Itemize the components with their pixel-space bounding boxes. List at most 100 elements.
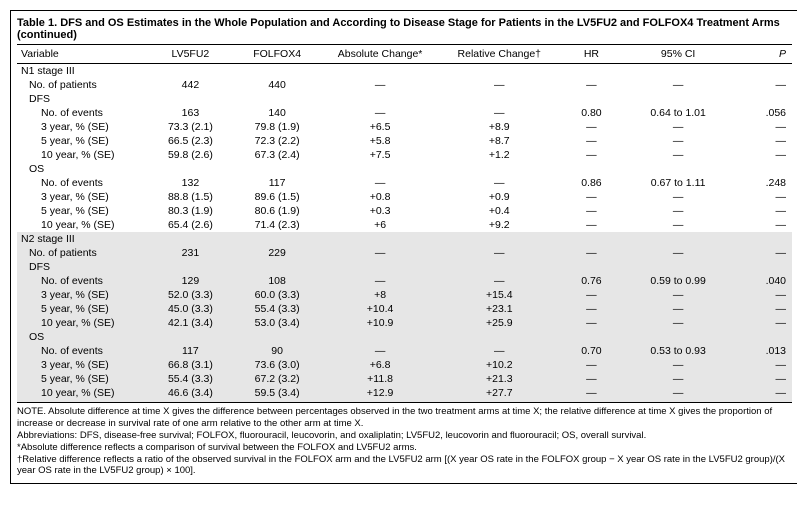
footnote-line: *Absolute difference reflects a comparis… xyxy=(17,442,792,454)
lv-cell: 42.1 (3.4) xyxy=(147,316,234,330)
events-row: No. of events163140——0.800.64 to 1.01.05… xyxy=(17,106,792,120)
ci-cell: — xyxy=(624,288,732,302)
rel-cell: +8.9 xyxy=(440,120,559,134)
empty-cell xyxy=(234,64,321,79)
empty-cell xyxy=(624,64,732,79)
empty-cell xyxy=(320,232,439,246)
empty-cell xyxy=(440,92,559,106)
block-label: OS xyxy=(17,162,147,176)
year-label: 5 year, % (SE) xyxy=(17,134,147,148)
rel-cell: +27.7 xyxy=(440,386,559,403)
year-row: 5 year, % (SE)66.5 (2.3)72.3 (2.2)+5.8+8… xyxy=(17,134,792,148)
ci-cell: — xyxy=(624,246,732,260)
abs-cell: +12.9 xyxy=(320,386,439,403)
rel-cell: +21.3 xyxy=(440,372,559,386)
hr-cell: — xyxy=(559,288,624,302)
abs-cell: +11.8 xyxy=(320,372,439,386)
patients-fol: 440 xyxy=(234,78,321,92)
col-folfox4: FOLFOX4 xyxy=(234,45,321,64)
fol-cell: 80.6 (1.9) xyxy=(234,204,321,218)
rel-cell: +9.2 xyxy=(440,218,559,232)
lv-cell: 52.0 (3.3) xyxy=(147,288,234,302)
empty-cell xyxy=(234,260,321,274)
hr-cell: — xyxy=(559,218,624,232)
header-row: Variable LV5FU2 FOLFOX4 Absolute Change*… xyxy=(17,45,792,64)
events-fol: 90 xyxy=(234,344,321,358)
block-label-row: DFS xyxy=(17,92,792,106)
table-container: Table 1. DFS and OS Estimates in the Who… xyxy=(10,10,797,484)
year-label: 3 year, % (SE) xyxy=(17,358,147,372)
hr-cell: — xyxy=(559,120,624,134)
rel-cell: +0.9 xyxy=(440,190,559,204)
abs-cell: — xyxy=(320,274,439,288)
hr-cell: — xyxy=(559,148,624,162)
block-label: DFS xyxy=(17,260,147,274)
fol-cell: 67.2 (3.2) xyxy=(234,372,321,386)
col-hr: HR xyxy=(559,45,624,64)
ci-cell: — xyxy=(624,302,732,316)
data-table: Variable LV5FU2 FOLFOX4 Absolute Change*… xyxy=(17,45,792,403)
empty-cell xyxy=(440,260,559,274)
events-label: No. of events xyxy=(17,176,147,190)
p-cell: .056 xyxy=(732,106,792,120)
hr-cell: — xyxy=(559,372,624,386)
empty-cell xyxy=(559,162,624,176)
empty-cell xyxy=(147,92,234,106)
events-fol: 140 xyxy=(234,106,321,120)
ci-cell: — xyxy=(624,204,732,218)
empty-cell xyxy=(147,162,234,176)
events-lv: 132 xyxy=(147,176,234,190)
year-row: 10 year, % (SE)46.6 (3.4)59.5 (3.4)+12.9… xyxy=(17,386,792,403)
empty-cell xyxy=(732,232,792,246)
hr-cell: 0.86 xyxy=(559,176,624,190)
hr-cell: — xyxy=(559,204,624,218)
fol-cell: 59.5 (3.4) xyxy=(234,386,321,403)
hr-cell: — xyxy=(559,302,624,316)
hr-cell: — xyxy=(559,246,624,260)
empty-cell xyxy=(147,260,234,274)
block-label-row: DFS xyxy=(17,260,792,274)
rel-cell: +0.4 xyxy=(440,204,559,218)
year-row: 3 year, % (SE)88.8 (1.5)89.6 (1.5)+0.8+0… xyxy=(17,190,792,204)
patients-fol: 229 xyxy=(234,246,321,260)
year-label: 3 year, % (SE) xyxy=(17,288,147,302)
empty-cell xyxy=(440,232,559,246)
fol-cell: 72.3 (2.2) xyxy=(234,134,321,148)
fol-cell: 73.6 (3.0) xyxy=(234,358,321,372)
section-n2: N2 stage IIINo. of patients231229—————DF… xyxy=(17,232,792,403)
hr-cell: — xyxy=(559,190,624,204)
rel-cell: +8.7 xyxy=(440,134,559,148)
year-label: 3 year, % (SE) xyxy=(17,190,147,204)
lv-cell: 80.3 (1.9) xyxy=(147,204,234,218)
empty-cell xyxy=(440,330,559,344)
empty-cell xyxy=(732,330,792,344)
empty-cell xyxy=(234,92,321,106)
patients-lv: 442 xyxy=(147,78,234,92)
year-row: 10 year, % (SE)65.4 (2.6)71.4 (2.3)+6+9.… xyxy=(17,218,792,232)
rel-cell: — xyxy=(440,274,559,288)
patients-label: No. of patients xyxy=(17,78,147,92)
rel-cell: +25.9 xyxy=(440,316,559,330)
abs-cell: +0.8 xyxy=(320,190,439,204)
rel-cell: — xyxy=(440,246,559,260)
fol-cell: 67.3 (2.4) xyxy=(234,148,321,162)
fol-cell: 71.4 (2.3) xyxy=(234,218,321,232)
year-row: 3 year, % (SE)73.3 (2.1)79.8 (1.9)+6.5+8… xyxy=(17,120,792,134)
p-cell: — xyxy=(732,302,792,316)
year-label: 10 year, % (SE) xyxy=(17,148,147,162)
empty-cell xyxy=(320,92,439,106)
year-label: 5 year, % (SE) xyxy=(17,302,147,316)
events-fol: 108 xyxy=(234,274,321,288)
ci-cell: 0.64 to 1.01 xyxy=(624,106,732,120)
lv-cell: 59.8 (2.6) xyxy=(147,148,234,162)
empty-cell xyxy=(624,92,732,106)
ci-cell: — xyxy=(624,386,732,403)
events-row: No. of events132117——0.860.67 to 1.11.24… xyxy=(17,176,792,190)
empty-cell xyxy=(234,330,321,344)
empty-cell xyxy=(559,232,624,246)
hr-cell: 0.70 xyxy=(559,344,624,358)
fol-cell: 89.6 (1.5) xyxy=(234,190,321,204)
ci-cell: — xyxy=(624,148,732,162)
empty-cell xyxy=(559,330,624,344)
rel-cell: +15.4 xyxy=(440,288,559,302)
